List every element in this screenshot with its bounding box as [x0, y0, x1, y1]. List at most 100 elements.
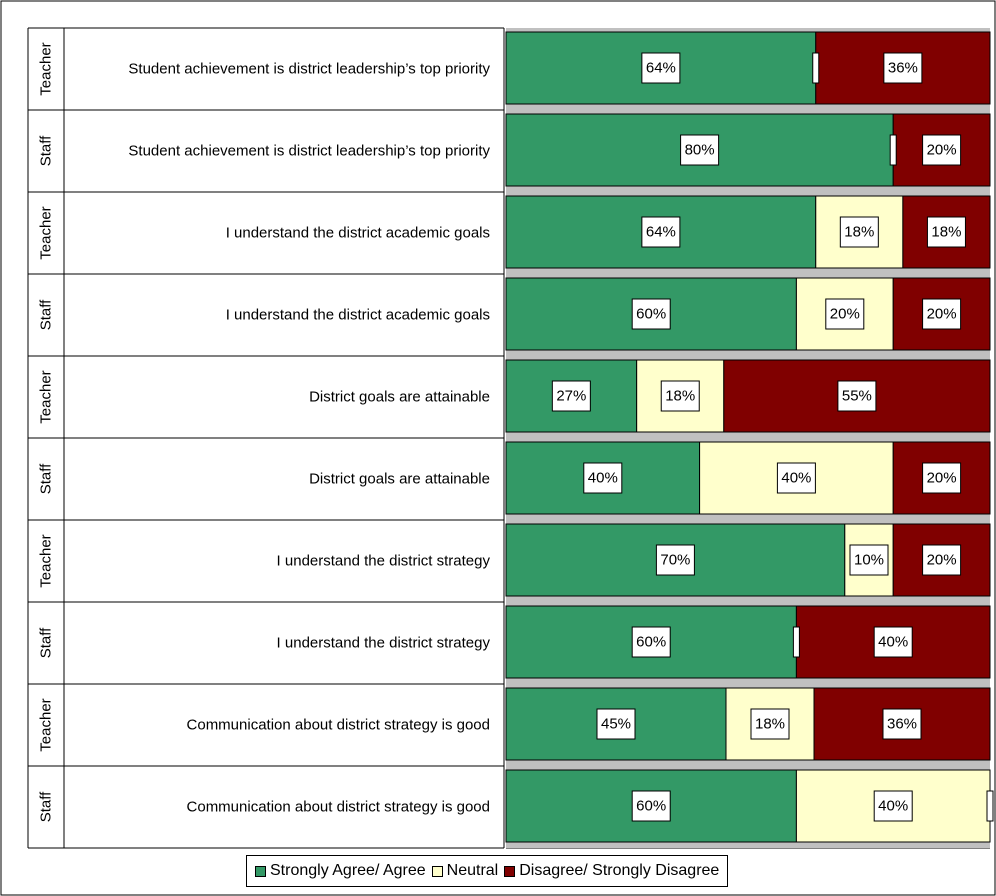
data-label-agree: 60%	[631, 298, 671, 330]
legend-swatch-disagree	[504, 865, 516, 877]
data-label-text: 70%	[660, 552, 690, 569]
legend-swatch-neutral	[431, 865, 443, 877]
zero-marker-neutral	[812, 52, 820, 84]
data-label-text: 10%	[854, 552, 884, 569]
data-label-box	[825, 298, 865, 330]
legend-swatch-agree	[255, 865, 266, 877]
data-label-text: 45%	[601, 716, 631, 733]
data-label-box	[660, 380, 700, 412]
data-label-text: 18%	[665, 388, 695, 405]
data-label-box	[926, 216, 966, 248]
data-label-text: 40%	[781, 470, 811, 487]
category-label: Student achievement is district leadersh…	[128, 143, 490, 160]
row-gap-band	[506, 28, 990, 32]
row-gap-band	[506, 766, 990, 770]
data-label-box	[631, 626, 671, 658]
row-gap-band	[506, 678, 990, 684]
data-label-box	[641, 216, 681, 248]
data-label-box	[882, 708, 922, 740]
data-label-text: 20%	[927, 470, 957, 487]
data-label-text: 40%	[588, 470, 618, 487]
data-label-neutral: 40%	[776, 462, 816, 494]
data-label-agree: 70%	[655, 544, 695, 576]
group-label: Staff	[38, 791, 55, 822]
legend-label-disagree: Disagree/ Strongly Disagree	[519, 862, 720, 879]
data-label-box	[883, 52, 923, 84]
row-gap-band	[506, 104, 990, 110]
data-label-box	[849, 544, 889, 576]
data-label-box	[631, 790, 671, 822]
category-label: Communication about district strategy is…	[187, 717, 490, 734]
data-label-agree: 60%	[631, 626, 671, 658]
data-label-neutral: 20%	[825, 298, 865, 330]
data-label-disagree: 18%	[926, 216, 966, 248]
legend-label-neutral: Neutral	[446, 862, 499, 879]
data-label-disagree: 36%	[883, 52, 923, 84]
category-label: Student achievement is district leadersh…	[128, 61, 490, 78]
data-label-box	[873, 790, 913, 822]
data-label-text: 64%	[646, 60, 676, 77]
group-label: Staff	[38, 299, 55, 330]
data-label-box	[776, 462, 816, 494]
data-label-box	[873, 626, 913, 658]
legend-item-agree: Strongly Agree/ Agree	[255, 862, 426, 880]
data-label-box	[641, 52, 681, 84]
row-gap-band	[506, 274, 990, 278]
data-label-text: 60%	[636, 634, 666, 651]
data-label-box	[839, 216, 879, 248]
row-gap-band	[506, 514, 990, 520]
data-label-box	[680, 134, 720, 166]
row-gap-band	[506, 432, 990, 438]
data-label-text: 40%	[878, 798, 908, 815]
data-label-box	[631, 298, 671, 330]
data-label-disagree: 20%	[922, 134, 962, 166]
row-gap-band	[506, 760, 990, 766]
row-gap-band	[506, 350, 990, 356]
data-label-text: 60%	[636, 306, 666, 323]
data-label-text: 18%	[844, 224, 874, 241]
data-label-neutral: 18%	[839, 216, 879, 248]
row-gap-band	[506, 110, 990, 114]
data-label-box	[922, 544, 962, 576]
data-label-text: 60%	[636, 798, 666, 815]
data-label-disagree: 55%	[837, 380, 877, 412]
data-label-box	[583, 462, 623, 494]
data-label-neutral: 18%	[750, 708, 790, 740]
data-label-agree: 40%	[583, 462, 623, 494]
data-label-text: 36%	[888, 60, 918, 77]
legend-label-agree: Strongly Agree/ Agree	[270, 862, 426, 879]
data-label-neutral: 40%	[873, 790, 913, 822]
bar-neutral	[725, 687, 815, 761]
data-label-text: 55%	[842, 388, 872, 405]
group-label: Teacher	[38, 42, 55, 95]
category-label: District goals are attainable	[309, 389, 490, 406]
group-label: Staff	[38, 627, 55, 658]
row-gap-band	[506, 842, 990, 848]
data-label-text: 80%	[685, 142, 715, 159]
row-gap-band	[506, 192, 990, 196]
data-label-text: 36%	[887, 716, 917, 733]
data-label-text: 18%	[931, 224, 961, 241]
zero-marker-neutral	[792, 626, 800, 658]
data-label-neutral: 18%	[660, 380, 700, 412]
label-grid: Teacher Student achievement is district l…	[27, 27, 990, 849]
category-label: I understand the district academic goals	[226, 307, 490, 324]
data-label-box	[922, 298, 962, 330]
data-label-neutral: 10%	[849, 544, 889, 576]
category-label: Communication about district strategy is…	[187, 799, 490, 816]
data-label-text: 64%	[646, 224, 676, 241]
data-label-box	[655, 544, 695, 576]
data-label-box	[837, 380, 877, 412]
data-label-disagree: 20%	[922, 298, 962, 330]
row-gap-band	[506, 356, 990, 360]
data-label-agree: 64%	[641, 52, 681, 84]
row-gap-band	[506, 438, 990, 442]
data-label-agree: 27%	[551, 380, 591, 412]
data-label-disagree: 36%	[882, 708, 922, 740]
zero-marker-neutral	[889, 134, 897, 166]
row-gap-band	[506, 602, 990, 606]
row-gap-band	[506, 268, 990, 274]
group-label: Teacher	[38, 698, 55, 751]
data-label-agree: 60%	[631, 790, 671, 822]
